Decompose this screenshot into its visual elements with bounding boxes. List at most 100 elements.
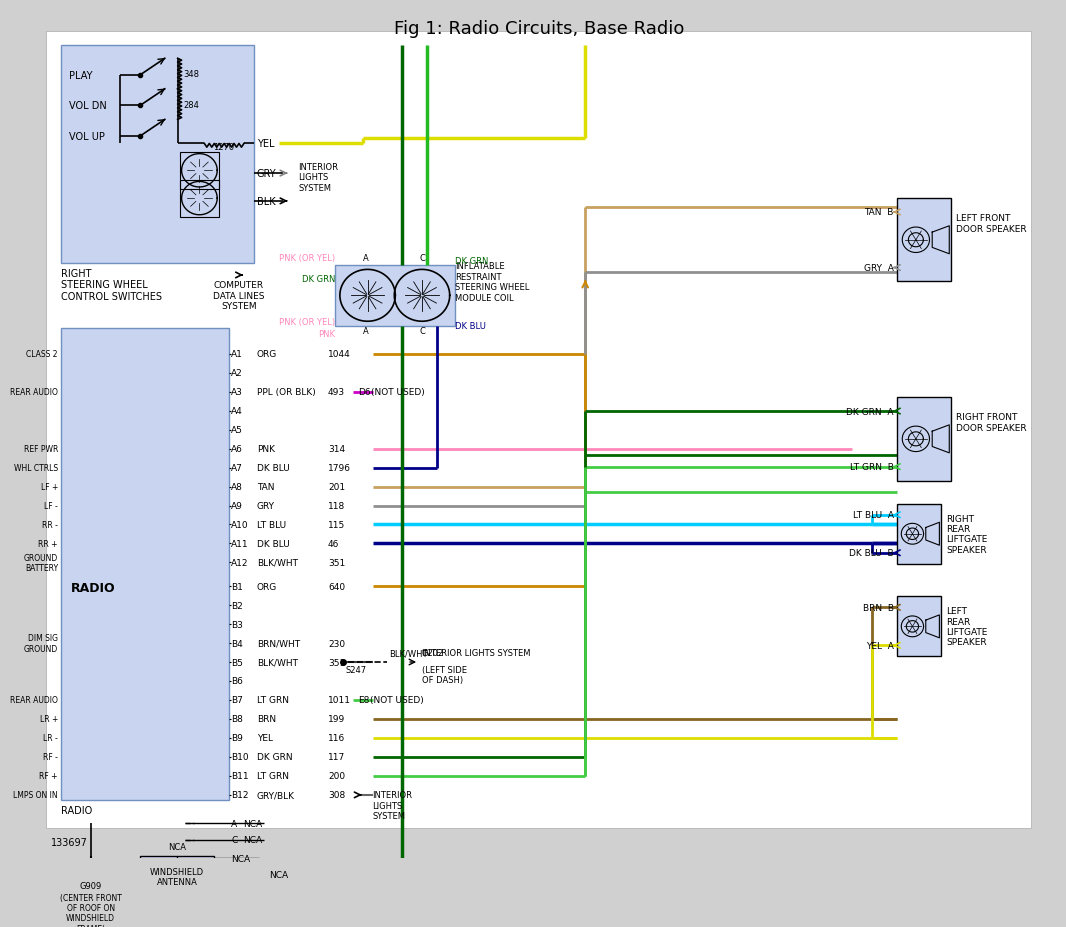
Text: 493: 493 bbox=[328, 387, 345, 397]
Text: C: C bbox=[419, 254, 425, 262]
Text: REF PWR: REF PWR bbox=[23, 445, 58, 453]
Text: A5: A5 bbox=[231, 425, 243, 435]
Text: 133697: 133697 bbox=[51, 837, 87, 846]
Text: A8: A8 bbox=[231, 483, 243, 491]
Text: BLK/WHT: BLK/WHT bbox=[389, 649, 427, 657]
Text: A2: A2 bbox=[231, 369, 243, 377]
Text: LF +: LF + bbox=[41, 483, 58, 491]
Text: DK BLU: DK BLU bbox=[454, 322, 485, 331]
Text: RIGHT
STEERING WHEEL
CONTROL SWITCHES: RIGHT STEERING WHEEL CONTROL SWITCHES bbox=[61, 268, 162, 301]
Text: 1011: 1011 bbox=[328, 696, 351, 705]
Text: PLAY: PLAY bbox=[69, 70, 93, 81]
Text: A: A bbox=[231, 819, 238, 828]
Text: B6: B6 bbox=[231, 677, 243, 686]
Text: A10: A10 bbox=[231, 520, 248, 529]
Text: B5: B5 bbox=[231, 658, 243, 667]
Text: (NOT USED): (NOT USED) bbox=[370, 696, 423, 705]
Text: 1796: 1796 bbox=[328, 464, 351, 473]
Text: DK GRN: DK GRN bbox=[302, 274, 335, 284]
Text: LT BLU  A: LT BLU A bbox=[853, 511, 894, 520]
Text: COMPUTER
DATA LINES
SYSTEM: COMPUTER DATA LINES SYSTEM bbox=[213, 281, 264, 311]
Text: WHL CTRLS: WHL CTRLS bbox=[14, 464, 58, 473]
Text: E8: E8 bbox=[358, 696, 369, 705]
Text: G909: G909 bbox=[80, 882, 101, 891]
Text: DK GRN: DK GRN bbox=[454, 257, 488, 265]
Text: REAR AUDIO: REAR AUDIO bbox=[10, 387, 58, 397]
Bar bbox=[335, 265, 454, 326]
Text: RR -: RR - bbox=[42, 520, 58, 529]
Text: B9: B9 bbox=[231, 733, 243, 743]
Text: A: A bbox=[362, 326, 369, 336]
Text: CLASS 2: CLASS 2 bbox=[27, 349, 58, 359]
Text: VOL UP: VOL UP bbox=[69, 132, 104, 142]
Text: B2: B2 bbox=[231, 601, 243, 610]
Text: BLK: BLK bbox=[257, 197, 275, 207]
Text: B12: B12 bbox=[231, 791, 248, 799]
Text: B8: B8 bbox=[231, 715, 243, 724]
Text: GRY: GRY bbox=[257, 502, 275, 511]
Text: Fig 1: Radio Circuits, Base Radio: Fig 1: Radio Circuits, Base Radio bbox=[393, 20, 684, 38]
Text: 199: 199 bbox=[328, 715, 345, 724]
Text: B11: B11 bbox=[231, 771, 248, 781]
Bar bbox=[897, 199, 951, 282]
Text: 200: 200 bbox=[328, 771, 345, 781]
Text: 46: 46 bbox=[328, 540, 339, 549]
Text: (CENTER FRONT
OF ROOF ON
WINDSHIELD
FRAME): (CENTER FRONT OF ROOF ON WINDSHIELD FRAM… bbox=[60, 893, 122, 927]
Text: A3: A3 bbox=[231, 387, 243, 397]
Text: RADIO: RADIO bbox=[61, 805, 92, 815]
Text: 351: 351 bbox=[328, 658, 345, 667]
Bar bbox=[897, 597, 941, 656]
Text: PNK: PNK bbox=[318, 329, 335, 338]
Text: B7: B7 bbox=[231, 696, 243, 705]
Text: NCA: NCA bbox=[243, 819, 262, 828]
Text: INFLATABLE
RESTRAINT
STEERING WHEEL
MODULE COIL: INFLATABLE RESTRAINT STEERING WHEEL MODU… bbox=[454, 262, 529, 302]
Text: RIGHT FRONT
DOOR SPEAKER: RIGHT FRONT DOOR SPEAKER bbox=[956, 413, 1027, 432]
Text: LT GRN: LT GRN bbox=[257, 696, 289, 705]
Text: LT GRN  B: LT GRN B bbox=[850, 463, 894, 472]
Text: NCA: NCA bbox=[231, 854, 251, 863]
Text: DK BLU: DK BLU bbox=[257, 540, 290, 549]
Bar bbox=[897, 398, 951, 481]
Text: DK BLU: DK BLU bbox=[257, 464, 290, 473]
Text: LEFT FRONT
DOOR SPEAKER: LEFT FRONT DOOR SPEAKER bbox=[956, 214, 1027, 234]
Text: GRY: GRY bbox=[257, 169, 276, 179]
Bar bbox=[180, 153, 220, 190]
Text: NCA: NCA bbox=[243, 835, 262, 844]
Text: DK BLU  B: DK BLU B bbox=[850, 549, 894, 558]
Text: TAN  B: TAN B bbox=[865, 209, 894, 217]
Text: RF +: RF + bbox=[39, 771, 58, 781]
Text: YEL: YEL bbox=[257, 733, 273, 743]
Text: B10: B10 bbox=[231, 753, 248, 762]
Text: 640: 640 bbox=[328, 582, 345, 590]
Text: RR +: RR + bbox=[38, 540, 58, 549]
Text: 284: 284 bbox=[183, 100, 199, 109]
Text: A: A bbox=[362, 254, 369, 262]
Text: ORG: ORG bbox=[257, 582, 277, 590]
Text: LF -: LF - bbox=[44, 502, 58, 511]
Text: LT BLU: LT BLU bbox=[257, 520, 286, 529]
Text: A9: A9 bbox=[231, 502, 243, 511]
Text: INTERIOR
LIGHTS
SYSTEM: INTERIOR LIGHTS SYSTEM bbox=[372, 791, 413, 820]
Text: (NOT USED): (NOT USED) bbox=[371, 387, 424, 397]
Text: DK GRN: DK GRN bbox=[257, 753, 292, 762]
Text: NCA: NCA bbox=[168, 842, 187, 851]
Text: C: C bbox=[231, 835, 238, 844]
Text: PNK: PNK bbox=[257, 445, 275, 453]
Text: A1: A1 bbox=[231, 349, 243, 359]
Text: RF -: RF - bbox=[43, 753, 58, 762]
Text: PPL (OR BLK): PPL (OR BLK) bbox=[257, 387, 316, 397]
Bar bbox=[61, 46, 254, 263]
Text: B3: B3 bbox=[231, 620, 243, 629]
Text: RIGHT
REAR
LIFTGATE
SPEAKER: RIGHT REAR LIFTGATE SPEAKER bbox=[947, 514, 988, 554]
Text: C: C bbox=[419, 326, 425, 336]
Text: A4: A4 bbox=[231, 407, 243, 415]
Text: 116: 116 bbox=[328, 733, 345, 743]
Bar bbox=[61, 328, 229, 800]
Text: YEL: YEL bbox=[257, 139, 274, 149]
Text: 308: 308 bbox=[328, 791, 345, 799]
Text: 314: 314 bbox=[328, 445, 345, 453]
Text: 115: 115 bbox=[328, 520, 345, 529]
Text: S247: S247 bbox=[345, 665, 367, 674]
Text: TAN: TAN bbox=[257, 483, 274, 491]
Text: DK GRN  A: DK GRN A bbox=[846, 407, 894, 416]
